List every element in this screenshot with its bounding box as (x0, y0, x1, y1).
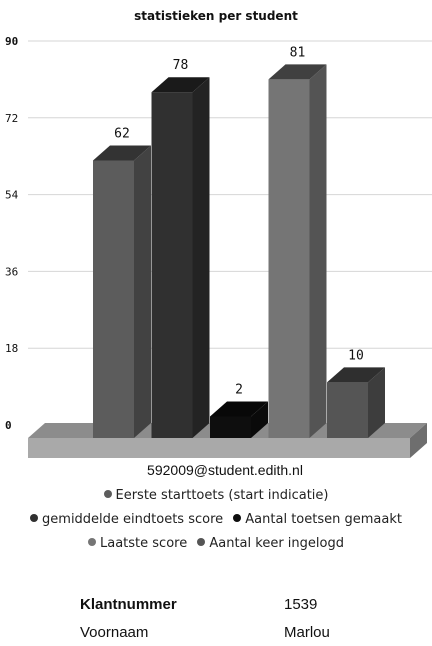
data-label: 62 (114, 126, 130, 141)
y-tick-label: 90 (5, 35, 18, 48)
bar (151, 77, 210, 438)
data-label: 81 (290, 45, 306, 60)
y-tick-label: 18 (5, 342, 18, 355)
legend-label: Eerste starttoets (start indicatie) (115, 488, 329, 503)
klantnummer-value: 1539 (284, 596, 318, 613)
legend-label: Aantal keer ingelogd (209, 536, 344, 551)
voornaam-label: Voornaam (80, 624, 149, 641)
bar (327, 367, 385, 438)
chart-legend: Eerste starttoets (start indicatie) gemi… (0, 484, 432, 556)
bar (93, 145, 151, 438)
legend-dot-icon (30, 514, 39, 522)
legend-dot-icon (103, 490, 112, 498)
chart-title: statistieken per student (134, 9, 298, 23)
y-tick-label: 36 (5, 265, 18, 278)
bar (268, 64, 327, 439)
voornaam-value: Marlou (284, 624, 330, 641)
klantnummer-label: Klantnummer (80, 596, 177, 613)
legend-dot-icon (197, 538, 206, 546)
data-label: 2 (235, 382, 243, 397)
y-tick-label: 0 (5, 419, 12, 432)
y-tick-label: 72 (5, 112, 18, 125)
legend-dot-icon (88, 538, 96, 546)
legend-item: gemiddelde eindtoets score (30, 512, 223, 527)
bar (210, 401, 268, 438)
legend-label: Laatste score (100, 536, 188, 551)
data-label: 10 (348, 348, 364, 363)
legend-label: gemiddelde eindtoets score (42, 512, 224, 527)
y-tick-label: 54 (5, 189, 19, 202)
legend-item: Aantal keer ingelogd (197, 536, 344, 551)
legend-item: Eerste starttoets (start indicatie) (103, 488, 329, 503)
legend-item: Aantal toetsen gemaakt (233, 512, 402, 527)
x-axis-label: 592009@student.edith.nl (147, 462, 303, 478)
legend-item: Laatste score (88, 536, 187, 551)
bar-chart: statistieken per student 0 18 36 54 72 90 62 7… (5, 9, 432, 478)
legend-label: Aantal toetsen gemaakt (245, 512, 402, 527)
data-label: 78 (173, 58, 189, 73)
legend-dot-icon (233, 514, 242, 522)
